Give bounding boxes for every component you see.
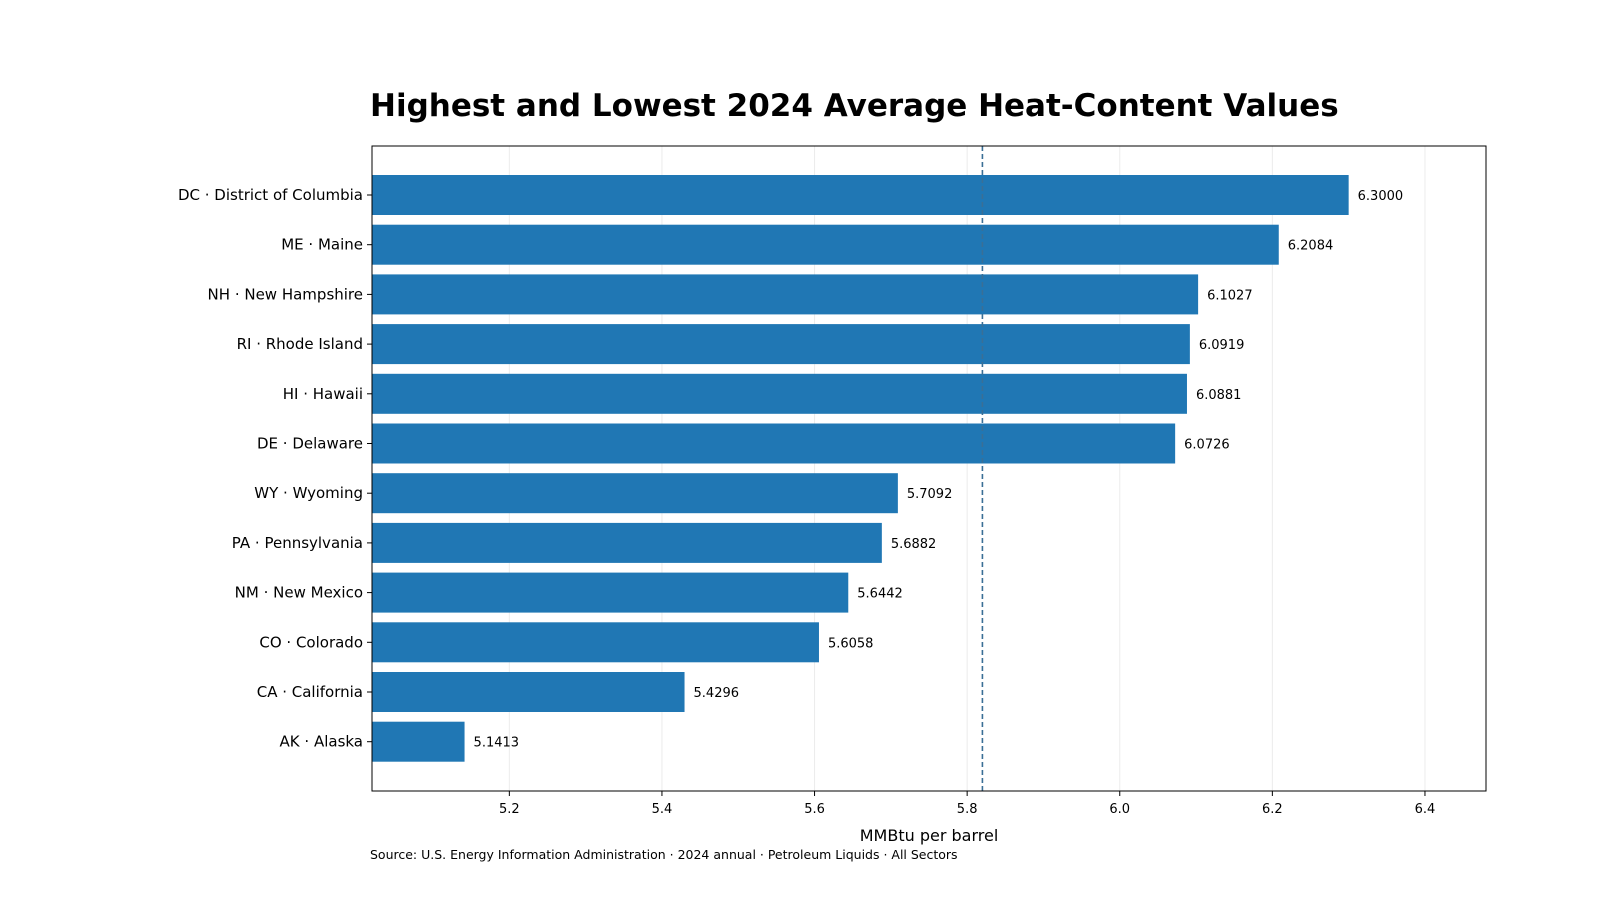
plot-frame	[371, 145, 1487, 792]
bar-value-label: 6.0919	[1199, 338, 1245, 353]
bar	[372, 324, 1190, 365]
bar-value-label: 6.0881	[1196, 388, 1242, 403]
chart-title: Highest and Lowest 2024 Average Heat-Con…	[370, 88, 1339, 124]
bar	[372, 175, 1349, 215]
bar	[372, 721, 465, 762]
x-tick-label: 6.4	[1415, 802, 1436, 817]
y-tick-label: NM · New Mexico	[235, 584, 363, 602]
y-tick-label: DC · District of Columbia	[178, 186, 363, 204]
y-tick-label: AK · Alaska	[280, 733, 363, 751]
y-tick-label: NH · New Hampshire	[208, 285, 363, 303]
y-tick-layer: DC · District of Columbia ME · Maine NH · …	[178, 186, 372, 751]
bar	[372, 672, 685, 712]
y-tick-label: WY · Wyoming	[254, 484, 363, 502]
bar-value-label: 6.1027	[1207, 288, 1253, 303]
y-tick-label: HI · Hawaii	[283, 385, 363, 403]
bar-value-label: 6.3000	[1358, 189, 1404, 204]
y-tick-label: ME · Maine	[281, 236, 363, 254]
bar-value-label: 5.7092	[907, 487, 953, 502]
bar	[372, 373, 1187, 414]
source-note: Source: U.S. Energy Information Administ…	[370, 847, 958, 862]
bar	[372, 224, 1279, 265]
bar-value-label: 5.4296	[694, 686, 740, 701]
y-tick-label: CO · Colorado	[259, 633, 363, 651]
y-tick-label: PA · Pennsylvania	[232, 534, 363, 552]
bar-value-label: 5.1413	[474, 736, 520, 751]
x-tick-label: 5.2	[499, 802, 520, 817]
x-tick-label: 5.6	[804, 802, 825, 817]
bar	[372, 572, 849, 613]
bar-value-label: 6.0726	[1184, 438, 1230, 453]
x-tick-label: 6.2	[1262, 802, 1283, 817]
bar	[372, 274, 1199, 315]
y-tick-label: CA · California	[257, 683, 363, 701]
bar-value-label: 5.6442	[857, 587, 903, 602]
x-axis-label: MMBtu per barrel	[860, 826, 999, 845]
bar	[372, 473, 898, 514]
y-tick-label: DE · Delaware	[257, 435, 363, 453]
bar-layer	[372, 175, 1349, 762]
x-tick-layer: 5.2 5.4 5.6 5.8 6.0 6.2 6.4	[499, 791, 1435, 817]
x-tick-label: 5.8	[957, 802, 978, 817]
bar-value-label: 5.6882	[891, 537, 937, 552]
x-tick-label: 5.4	[652, 802, 673, 817]
x-tick-label: 6.0	[1109, 802, 1130, 817]
bar-value-label: 6.2084	[1288, 239, 1334, 254]
bar	[372, 423, 1176, 464]
bar	[372, 522, 882, 563]
value-label-layer: 6.3000 6.2084 6.1027 6.0919 6.0881 6.0726 5.70…	[474, 189, 1404, 751]
y-tick-label: RI · Rhode Island	[237, 335, 363, 353]
bar	[372, 622, 819, 663]
bar-value-label: 5.6058	[828, 636, 874, 651]
